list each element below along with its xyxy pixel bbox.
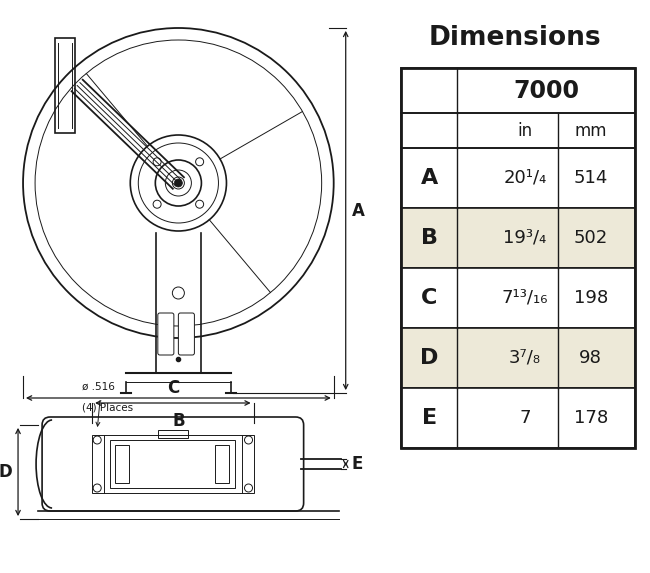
Text: Dimensions: Dimensions [429,25,602,51]
Bar [400,268,635,328]
Bar [400,68,635,113]
Text: ø .516: ø .516 [82,382,115,392]
Text: E: E [421,408,437,428]
Text: C: C [167,379,179,397]
Bar [215,445,229,483]
Text: in: in [517,121,532,139]
Text: B: B [172,412,185,430]
Bar [400,388,635,448]
Text: 7000: 7000 [514,79,579,103]
FancyBboxPatch shape [178,313,194,355]
Text: E: E [352,455,363,473]
Text: A: A [352,202,365,219]
Bar [158,430,188,438]
Text: (4) Places: (4) Places [82,402,133,412]
FancyBboxPatch shape [158,313,174,355]
Bar [115,445,129,483]
Text: 19³/₄: 19³/₄ [503,229,547,247]
Bar [55,38,75,133]
Text: D: D [420,348,438,368]
Text: 3⁷/₈: 3⁷/₈ [509,349,541,367]
Text: B: B [421,228,437,248]
Text: 198: 198 [573,289,608,307]
Text: mm: mm [575,121,607,139]
Bar [111,440,235,488]
Text: 514: 514 [573,169,608,187]
Text: 20¹/₄: 20¹/₄ [503,169,547,187]
Bar [400,208,635,268]
Bar [400,113,635,148]
Text: 502: 502 [573,229,608,247]
Circle shape [174,179,183,187]
Text: 98: 98 [579,349,602,367]
Text: A: A [421,168,437,188]
Bar [400,148,635,208]
Text: C: C [421,288,437,308]
Text: 178: 178 [573,409,608,427]
Bar [92,435,254,493]
Text: 7: 7 [519,409,530,427]
Bar [400,68,635,448]
Bar [400,328,635,388]
Text: D: D [0,463,12,481]
Text: 7¹³/₁₆: 7¹³/₁₆ [502,289,548,307]
